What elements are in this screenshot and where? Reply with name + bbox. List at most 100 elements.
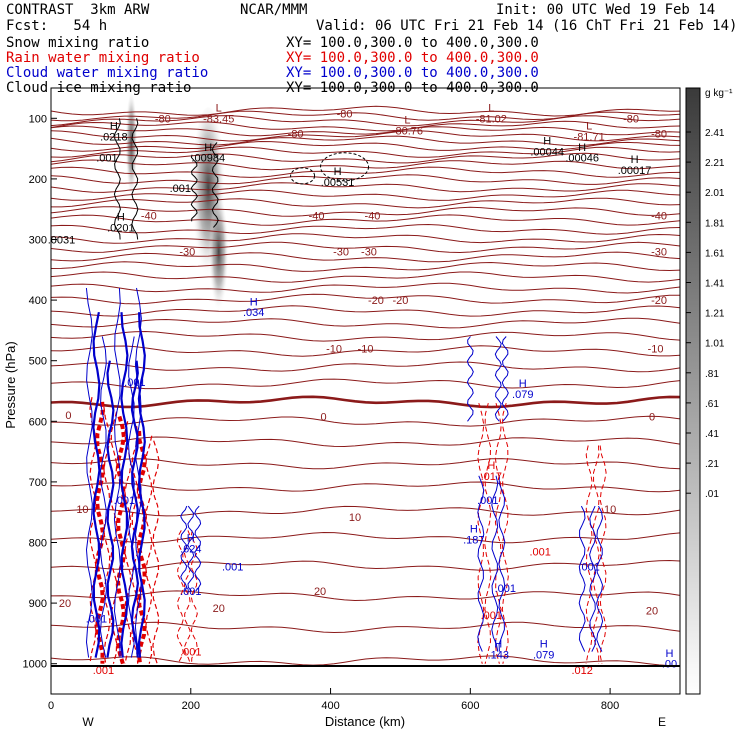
extremum-value: -80.76 — [392, 125, 423, 137]
x-tick-label: 200 — [182, 700, 200, 712]
extremum-marker: L — [488, 102, 494, 114]
temperature-contour-line — [50, 271, 681, 283]
y-tick-label: 1000 — [23, 659, 47, 671]
extremum-marker: H — [187, 533, 195, 545]
temperature-contour-line — [50, 174, 681, 185]
organization-label: NCAR/MMM — [240, 2, 308, 18]
temperature-contour-label: -40 — [141, 210, 157, 222]
temperature-contour-line — [50, 505, 681, 517]
cloud-contour-line — [498, 475, 506, 652]
temperature-contour-line — [50, 159, 681, 171]
contour-value-label: .001 — [222, 562, 243, 574]
temperature-contour-line — [50, 152, 681, 164]
colorbar-ramp — [685, 87, 701, 695]
temperature-contour-label: -80 — [651, 128, 667, 140]
contour-value-label: .001 — [114, 495, 135, 507]
cloud-contour-line — [92, 311, 101, 658]
cloud-contour-line — [134, 287, 142, 658]
temperature-contour-label: 10 — [349, 512, 361, 524]
cloud-ice-contour — [290, 167, 316, 185]
extremum-value: .0218 — [100, 131, 128, 143]
temperature-contour-line — [50, 436, 681, 448]
temperature-contour-label: 10 — [76, 504, 88, 516]
contour-value-label: .001 — [180, 586, 201, 598]
temperature-contour-line — [50, 361, 681, 373]
temperature-contour-label: 20 — [213, 603, 225, 615]
extremum-marker: H — [543, 136, 551, 148]
temperature-contour-line — [50, 481, 681, 493]
y-tick-label: 100 — [29, 113, 47, 125]
rain-contour-line — [599, 445, 607, 664]
temperature-contour-line — [50, 317, 681, 329]
plot-axes: 0 200 400 600 800100200300400500600700800900… — [23, 113, 620, 712]
temperature-contour-line — [50, 241, 681, 254]
extremum-marker: H — [470, 524, 478, 536]
rain-contour-line — [115, 415, 126, 665]
temperature-contour-label: 0 — [649, 411, 655, 423]
extremum-marker: H — [250, 296, 258, 308]
cloud-contour-line — [85, 287, 93, 658]
temperature-contour-line — [50, 251, 681, 263]
cloud-contour-line — [131, 118, 139, 240]
field-xy-snow: XY= 100.0,300.0 to 400.0,300.0 — [286, 35, 539, 51]
temperature-contour-line — [50, 110, 681, 122]
temperature-contour-label: -20 — [368, 295, 384, 307]
field-xy-rain: XY= 100.0,300.0 to 400.0,300.0 — [286, 50, 539, 66]
temperature-contour-line — [50, 135, 681, 147]
extremum-value: .00044 — [530, 147, 564, 159]
temperature-contour-line — [50, 214, 681, 226]
colorbar-unit: g kg⁻¹ — [705, 88, 733, 99]
extremum-marker: L — [586, 121, 592, 133]
temperature-contour-line — [50, 206, 681, 217]
contour-value-label: .001 — [530, 547, 551, 559]
temperature-contours — [50, 105, 681, 667]
contour-value-label: .001 — [477, 495, 498, 507]
cloud-contour-line — [127, 336, 135, 658]
temperature-contour-line — [50, 120, 681, 132]
temperature-contour-line — [50, 166, 681, 178]
cloud-contour-line — [501, 336, 509, 422]
temperature-contour-label: -30 — [361, 247, 377, 259]
x-right-direction: E — [658, 715, 666, 729]
temperature-contour-line — [50, 345, 681, 357]
temperature-contour-label: -80 — [337, 108, 353, 120]
cloud-contour-line — [130, 360, 140, 658]
cloud-contour-line — [589, 505, 597, 652]
field-name-cloud-water: Cloud water mixing ratio — [6, 65, 209, 81]
cloud-contour-line — [187, 505, 195, 592]
x-axis-label: Distance (km) — [325, 714, 405, 729]
extremum-marker: L — [216, 102, 222, 114]
contour-value-label: .0031 — [48, 235, 76, 247]
y-tick-label: 200 — [29, 174, 47, 186]
temperature-contour-line — [50, 105, 681, 117]
plot-frame — [50, 87, 681, 695]
temperature-contour-line — [50, 115, 681, 127]
temperature-contour-label: 20 — [314, 586, 326, 598]
colorbar-tick-label: 2.41 — [705, 128, 725, 139]
temperature-contour-label: 0 — [65, 410, 71, 422]
colorbar-tick-label: .41 — [705, 429, 719, 440]
hydrometeor-contours — [85, 118, 607, 665]
snow-shading-layer — [125, 93, 229, 318]
extremum-value: .187 — [463, 534, 484, 546]
temperature-contour-line — [50, 146, 681, 158]
y-tick-label: 400 — [29, 295, 47, 307]
temperature-contour-line — [50, 293, 681, 305]
temperature-contour-line — [50, 458, 681, 470]
x-tick-label: 400 — [321, 700, 339, 712]
temperature-contour-line — [50, 233, 681, 244]
contour-value-label: .001 — [495, 583, 516, 595]
temperature-contour-line — [50, 223, 681, 235]
temperature-contour-label: -30 — [651, 247, 667, 259]
init-time: Init: 00 UTC Wed 19 Feb 14 — [496, 2, 716, 18]
cloud-contour-line — [477, 475, 485, 652]
y-tick-label: 500 — [29, 356, 47, 368]
extremum-value: .00 — [662, 659, 677, 671]
contour-value-label: .001 — [578, 562, 599, 574]
colorbar: g kg⁻¹ 2.41 2.21 2.01 1.81 1.61 1.41 1.21 1.01.… — [685, 87, 733, 695]
cloud-contour-line — [491, 475, 499, 652]
cloud-contour-line — [106, 360, 115, 658]
rain-contour-line — [89, 396, 97, 664]
contour-value-label: .012 — [571, 665, 592, 677]
